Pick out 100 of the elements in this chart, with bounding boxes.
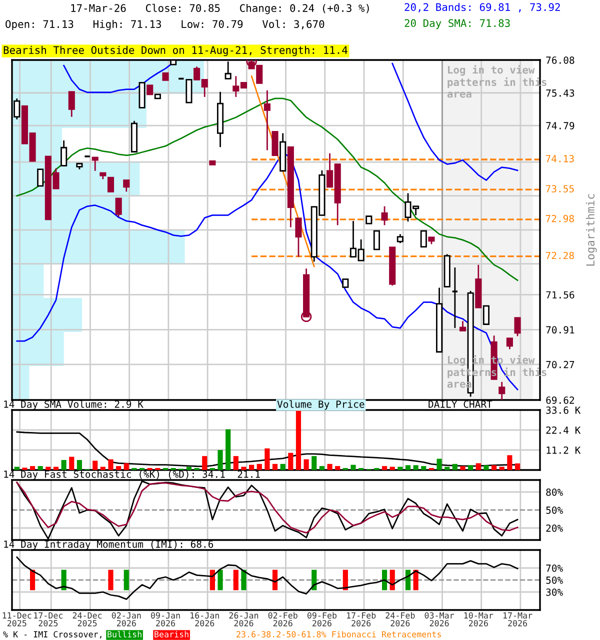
bar (288, 452, 294, 470)
bar (436, 458, 442, 470)
candlestick (68, 91, 75, 118)
x-tick-label: 02-Jan 2026 (112, 612, 141, 626)
bar (507, 455, 512, 470)
bar (53, 466, 59, 470)
y-tick-label: 70% (546, 564, 563, 572)
chart-title: 14 Day Fast Stochastic (%K) (%D): 34.1 21.1 (4, 470, 260, 480)
bar (38, 466, 43, 470)
bar (30, 466, 36, 470)
bar (499, 466, 504, 470)
x-tick-label: 24-Feb 2026 (386, 612, 415, 626)
bar (272, 464, 278, 470)
bar (514, 463, 520, 470)
y-tick-label: 33.6 K (546, 406, 581, 414)
x-tick-label: 09-Jan 2026 (151, 612, 180, 626)
bar (452, 464, 458, 470)
ref-line-label: 72.28 (546, 252, 574, 260)
candlestick (514, 317, 521, 337)
y-tick-label: 30% (546, 588, 563, 596)
y-tick-label: 50% (546, 576, 563, 584)
bar (186, 466, 192, 470)
bar (116, 466, 122, 470)
candlestick (420, 230, 427, 248)
bar (296, 410, 302, 470)
bar (108, 459, 114, 470)
y-tick-label: 70.91 (546, 326, 574, 334)
candlestick (451, 266, 458, 329)
y-axis-title: Logarithmic (586, 194, 597, 266)
bar (202, 456, 208, 470)
bar (492, 465, 497, 470)
x-tick-label: 16-Jan 2026 (190, 612, 219, 626)
candlestick (506, 338, 513, 350)
ref-line-label: 72.98 (546, 214, 574, 222)
x-tick-label: 10-Mar 2026 (464, 612, 494, 626)
bar (421, 466, 426, 470)
candlestick (295, 218, 302, 258)
candlestick (381, 206, 388, 226)
candlestick (459, 320, 466, 332)
candlestick (146, 84, 154, 96)
x-tick-label: 11-Dec 2025 (2, 612, 32, 626)
text: Bearish (154, 630, 188, 638)
bar (390, 466, 395, 470)
bar (304, 459, 309, 470)
bar (398, 466, 403, 470)
y-tick-label: 74.79 (546, 122, 574, 130)
bar (444, 466, 450, 470)
y-tick-label: 22.4 K (546, 426, 581, 434)
y-tick-label: 75.43 (546, 89, 574, 97)
x-tick-label: 09-Feb 2026 (307, 612, 337, 626)
chart-subtitle: Open: 71.13 High: 71.13 Low: 70.79 Vol: 3,670 (6, 20, 324, 30)
x-tick-label: 17-Feb 2026 (347, 612, 376, 626)
chart-title: 17-Mar-26 Close: 70.85 Change: 0.24 (+0.3 %) (71, 4, 369, 14)
y-tick-label: 50% (546, 506, 563, 514)
bar (69, 456, 74, 470)
y-tick-label: 76.08 (546, 56, 574, 64)
bar (484, 465, 489, 470)
candlestick (60, 140, 68, 167)
bar (319, 466, 324, 470)
candlestick (264, 90, 270, 151)
bar (92, 460, 98, 470)
y-tick-label: 71.56 (546, 291, 574, 299)
x-tick-label: 26-Jan 2026 (229, 612, 258, 626)
y-tick-label: 80% (546, 488, 563, 496)
x-tick-label: 24-Dec 2025 (72, 612, 102, 626)
bar (76, 460, 82, 470)
text: DAILY CHART (428, 400, 492, 408)
bar (350, 464, 356, 470)
bar (335, 466, 340, 470)
bar (405, 465, 411, 470)
bar (233, 456, 238, 470)
bar (249, 464, 254, 470)
candlestick (482, 305, 490, 325)
y-tick-label: 70.27 (546, 360, 574, 368)
bar (218, 450, 223, 470)
bar (256, 464, 262, 470)
candlestick (115, 198, 122, 218)
candlestick (37, 168, 44, 187)
text: 20,2 Bands: 69.81 , 73.92 (404, 2, 560, 12)
chart-title: 14 Day Intraday Momentum (IMI): 68.6 (4, 540, 214, 550)
text: Bearish Three Outside Down on 11-Aug-21, Strength: 11.4 (4, 46, 348, 56)
bar (312, 456, 317, 470)
candlestick (272, 130, 278, 156)
candlestick (107, 176, 114, 192)
candlestick (498, 381, 506, 400)
line-series (16, 98, 518, 281)
ref-line-label: 74.13 (546, 154, 574, 162)
x-tick-label: 03-Mar 2026 (424, 612, 454, 626)
bar (382, 466, 388, 470)
bar (476, 463, 481, 470)
bar (46, 466, 51, 470)
bar (468, 465, 474, 470)
y-tick-label: 11.2 K (546, 446, 581, 454)
bar (100, 466, 106, 470)
text: 23.6-38.2-50-61.8% Fibonacci Retracements (236, 630, 441, 638)
text: Volume By Price (277, 400, 364, 410)
y-tick-label: 69.62 (546, 396, 574, 404)
candlestick (186, 79, 192, 104)
x-tick-label: 17-Dec 2025 (34, 612, 63, 626)
legend-title: % K - IMI Crossover, (3, 631, 102, 638)
